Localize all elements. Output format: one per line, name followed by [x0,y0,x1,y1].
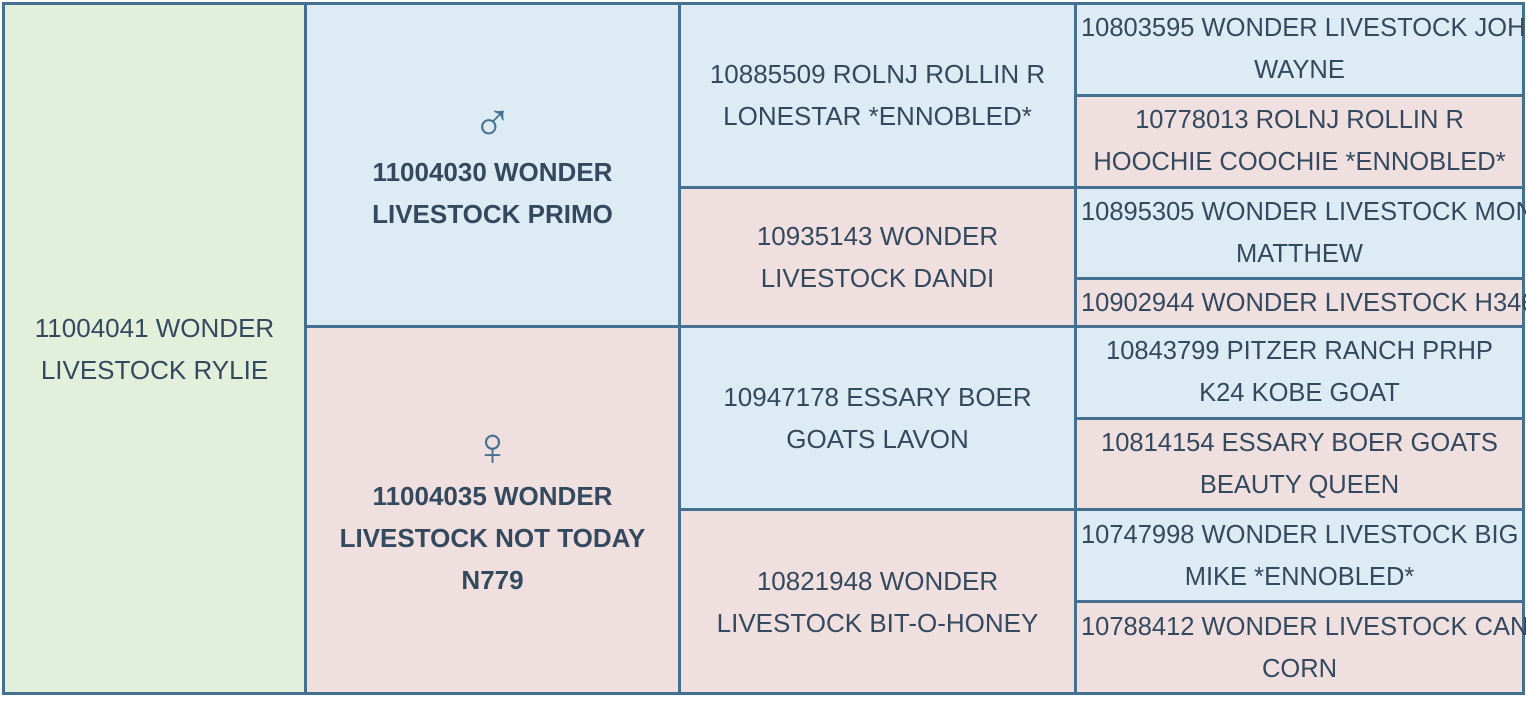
great-grandparent-name: 10803595 WONDER LIVESTOCK JOHN WAYNE [1081,14,1526,85]
grandparent-cell: 10935143 WONDER LIVESTOCK DANDI [678,185,1077,328]
dam-name: 11004035 WONDER LIVESTOCK NOT TODAY N779 [339,480,646,595]
great-grandparent-cell: 10902944 WONDER LIVESTOCK H346 [1074,277,1526,328]
grandparent-cell: 10947178 ESSARY BOER GOATS LAVON [678,324,1077,512]
subject-name: 11004041 WONDER LIVESTOCK RYLIE [34,312,275,385]
grandparent-cell: 10885509 ROLNJ ROLLIN R LONESTAR *ENNOBL… [678,2,1077,189]
great-grandparent-cell: 10843799 PITZER RANCH PRHP K24 KOBE GOAT [1074,324,1525,420]
great-grandparent-cell: 10778013 ROLNJ ROLLIN R HOOCHIE COOCHIE *… [1074,93,1525,189]
great-grandparent-cell: 10803595 WONDER LIVESTOCK JOHN WAYNE [1074,2,1526,97]
grandparent-name: 10935143 WONDER LIVESTOCK DANDI [756,220,999,293]
dam-cell: ♀ 11004035 WONDER LIVESTOCK NOT TODAY N7… [304,324,681,696]
great-grandparent-name: 10747998 WONDER LIVESTOCK BIG MIKE *ENNOB… [1081,520,1519,591]
male-symbol-icon: ♂ [472,92,513,153]
grandparent-cell: 10821948 WONDER LIVESTOCK BIT-O-HONEY [678,508,1077,695]
grandparent-name: 10885509 ROLNJ ROLLIN R LONESTAR *ENNOBL… [709,59,1046,132]
female-symbol-icon: ♀ [472,416,513,477]
great-grandparent-cell: 10895305 WONDER LIVESTOCK MONEY MATTHEW [1074,185,1526,281]
great-grandparent-cell: 10788412 WONDER LIVESTOCK CANDY CORN [1074,600,1526,695]
great-grandparent-cell: 10814154 ESSARY BOER GOATS BEAUTY QUEEN [1074,416,1525,512]
subject-cell: 11004041 WONDER LIVESTOCK RYLIE [2,2,307,695]
great-grandparent-name: 10788412 WONDER LIVESTOCK CANDY CORN [1081,612,1526,683]
great-grandparent-name: 10843799 PITZER RANCH PRHP K24 KOBE GOAT [1106,337,1493,408]
great-grandparent-cell: 10747998 WONDER LIVESTOCK BIG MIKE *ENNOB… [1074,508,1525,604]
grandparent-name: 10947178 ESSARY BOER GOATS LAVON [723,382,1032,455]
great-grandparent-name: 10778013 ROLNJ ROLLIN R HOOCHIE COOCHIE *… [1093,106,1506,177]
great-grandparent-name: 10895305 WONDER LIVESTOCK MONEY MATTHEW [1081,197,1526,268]
great-grandparent-name: 10902944 WONDER LIVESTOCK H346 [1081,288,1526,317]
great-grandparent-name: 10814154 ESSARY BOER GOATS BEAUTY QUEEN [1101,428,1498,499]
grandparent-name: 10821948 WONDER LIVESTOCK BIT-O-HONEY [716,565,1039,638]
sire-cell: ♂ 11004030 WONDER LIVESTOCK PRIMO [304,2,681,328]
sire-name: 11004030 WONDER LIVESTOCK PRIMO [372,156,613,229]
